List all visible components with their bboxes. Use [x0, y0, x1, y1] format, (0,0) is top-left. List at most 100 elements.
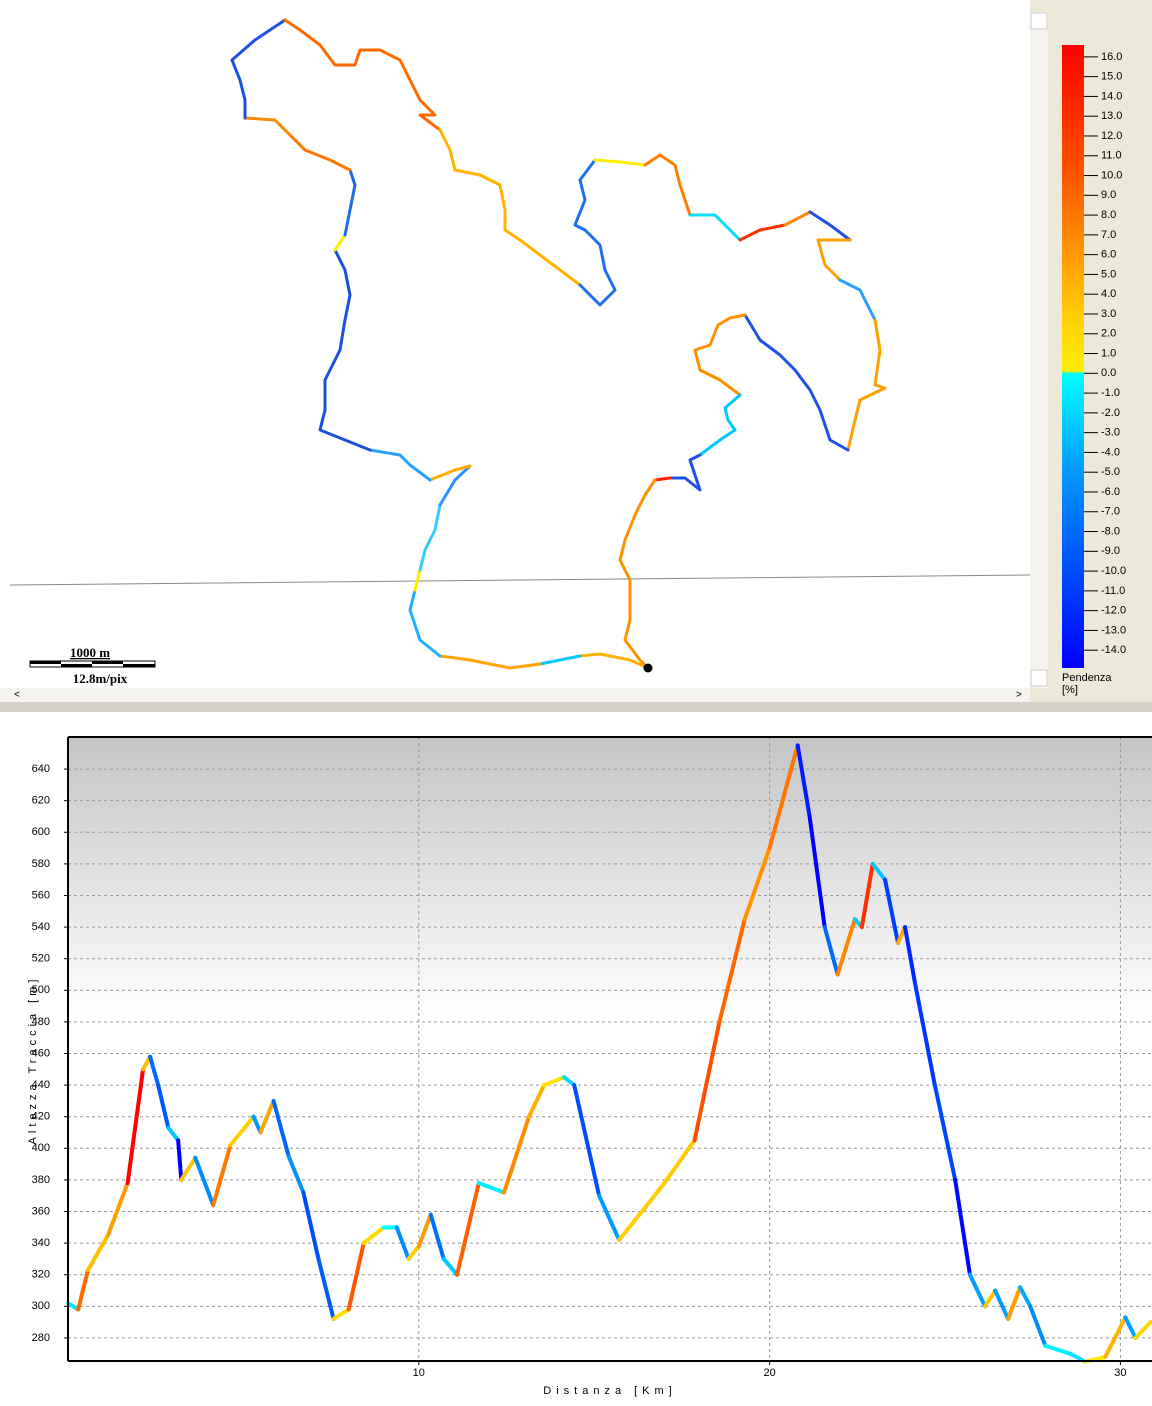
profile-segment [617, 1212, 642, 1242]
profile-segment [870, 861, 888, 882]
legend-tick-label: -14.0 [1101, 644, 1126, 656]
profile-segment [1006, 1285, 1023, 1321]
legend-tick-label: 7.0 [1101, 229, 1116, 241]
y-tick-label: 360 [32, 1205, 50, 1217]
legend-unit: [%] [1062, 684, 1078, 696]
legend-tick-label: -12.0 [1101, 605, 1126, 617]
profile-segment [286, 1154, 306, 1195]
track-segment [593, 158, 647, 167]
track-segment [846, 318, 887, 452]
map-line [9, 574, 1031, 586]
profile-segment [331, 1307, 351, 1321]
profile-segment [1133, 1320, 1152, 1340]
profile-segment [835, 917, 857, 977]
y-tick-label: 560 [32, 889, 50, 901]
scroll-left[interactable]: < [14, 690, 20, 701]
y-tick-label: 500 [32, 984, 50, 996]
y-tick-label: 300 [32, 1300, 50, 1312]
track-segment [573, 158, 617, 307]
track-segment [538, 654, 582, 666]
y-tick-label: 480 [32, 1016, 50, 1028]
profile-segment [156, 1083, 171, 1130]
x-tick-label: 30 [1114, 1367, 1126, 1379]
profile-segment [428, 1212, 446, 1261]
track-segment [243, 116, 292, 137]
legend-tick-label: -2.0 [1101, 407, 1120, 419]
legend-tick-label: -11.0 [1101, 585, 1125, 597]
scale-resolution: 12.8m/pix [73, 671, 128, 686]
profile-segment [742, 846, 772, 922]
profile-segment [76, 1267, 90, 1312]
profile-segment [983, 1288, 998, 1309]
legend-tick-label: 16.0 [1101, 51, 1122, 63]
splitter[interactable] [0, 702, 1152, 712]
profile-segment [166, 1125, 181, 1143]
profile-segment [932, 1083, 958, 1182]
plot-area [68, 737, 1152, 1360]
profile-segment [502, 1114, 531, 1195]
profile-segment [258, 1098, 276, 1135]
y-tick-label: 640 [32, 763, 50, 775]
x-tick-label: 10 [413, 1367, 425, 1379]
profile-segment [795, 743, 812, 819]
profile-segment [476, 1181, 507, 1195]
profile-segment [572, 1083, 602, 1198]
y-tick-label: 280 [32, 1332, 50, 1344]
track-segment [413, 568, 422, 592]
legend-panel [1030, 0, 1152, 702]
scroll-down[interactable] [1030, 669, 1048, 687]
track-segment [368, 448, 432, 482]
legend-tick-label: 2.0 [1101, 328, 1116, 340]
legend-tick-label: 13.0 [1101, 110, 1122, 122]
h-scrollbar[interactable] [0, 688, 1030, 702]
map-area[interactable] [0, 0, 1030, 688]
legend-tick-label: 10.0 [1101, 169, 1122, 181]
y-tick-label: 600 [32, 826, 50, 838]
profile-segment [767, 743, 800, 851]
y-tick-label: 380 [32, 1174, 50, 1186]
profile-segment [228, 1114, 256, 1148]
legend-tick-label: -8.0 [1101, 525, 1120, 537]
profile-segment [597, 1193, 622, 1242]
profile-segment [301, 1190, 321, 1261]
track-segment [693, 313, 747, 397]
scale-bar: 1000 m 12.8m/pix [29, 645, 156, 686]
track-segment [808, 210, 852, 242]
legend-tick-label: 6.0 [1101, 249, 1116, 261]
scale-block [123, 664, 155, 667]
profile-segment [193, 1155, 216, 1208]
legend-tick-label: -13.0 [1101, 624, 1126, 636]
profile-segment [406, 1244, 421, 1261]
y-axis-label: Altezza Traccia [m] [27, 976, 39, 1145]
y-tick-label: 420 [32, 1111, 50, 1123]
legend-tick-label: -6.0 [1101, 486, 1120, 498]
legend-tick-label: 4.0 [1101, 288, 1116, 300]
scroll-right[interactable]: > [1016, 690, 1022, 701]
track-segment [428, 464, 472, 482]
track-segment [653, 476, 672, 482]
track-segment [578, 652, 650, 670]
scale-block [30, 661, 61, 664]
profile-segment [179, 1155, 198, 1182]
y-tick-label: 320 [32, 1269, 50, 1281]
profile-segment [637, 1181, 667, 1217]
track-segment [668, 453, 702, 492]
legend-tick-label: -4.0 [1101, 446, 1120, 458]
profile-segment [883, 877, 901, 945]
track-segment [318, 248, 372, 452]
legend-tick-label: 5.0 [1101, 268, 1116, 280]
v-scrollbar[interactable] [1030, 12, 1048, 688]
track-segment [408, 588, 442, 658]
track-segment [643, 153, 692, 217]
profile-segment [1103, 1315, 1128, 1359]
scroll-up[interactable] [1030, 12, 1048, 30]
y-tick-label: 580 [32, 858, 50, 870]
profile-segment [148, 1054, 161, 1088]
profile-segment [441, 1256, 460, 1277]
profile-segment [271, 1098, 291, 1159]
profile-segment [346, 1241, 366, 1312]
profile-segment [859, 861, 875, 930]
track-segment [688, 213, 742, 242]
profile-segment [662, 1138, 697, 1186]
y-tick-label: 620 [32, 795, 50, 807]
